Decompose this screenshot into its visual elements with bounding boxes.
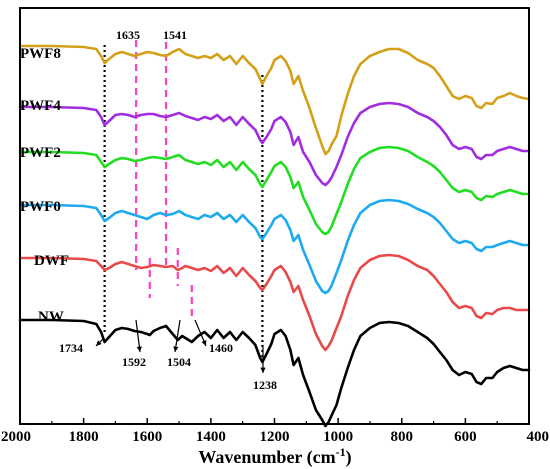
x-tick-label-1000: 1000 [323, 429, 353, 445]
annotation-1238-arrow-head [260, 367, 266, 373]
annotation-1504: 1504 [167, 355, 191, 369]
annotation-1541: 1541 [163, 28, 187, 42]
annotation-1504-arrow-head [173, 346, 179, 352]
annotation-1734: 1734 [59, 341, 83, 355]
series-label-pwf0: PWF0 [20, 199, 61, 215]
x-axis-label-close: ) [346, 447, 352, 468]
series-line-nw [18, 318, 531, 428]
x-axis-label-superscript: -1 [336, 445, 346, 459]
annotation-labels: 1734 1238 1635 1541 1592 1504 1460 [59, 28, 277, 392]
annotation-1592: 1592 [122, 355, 146, 369]
series-line-pwf4 [18, 101, 531, 187]
annotation-1460-arrow-head [201, 340, 207, 346]
x-tick-label-1600: 1600 [132, 429, 162, 445]
peak-markers [103, 40, 264, 362]
annotation-1734-arrow-head [96, 340, 102, 346]
x-axis-label: Wavenumber (cm-1) [198, 445, 351, 468]
series-label-pwf4: PWF4 [20, 98, 61, 114]
series-label-dwf: DWF [34, 253, 69, 269]
x-tick-label-1800: 1800 [69, 429, 99, 445]
annotation-1635: 1635 [116, 28, 140, 42]
x-axis-ticks: 2000 1800 1600 1400 1200 1000 800 600 400 [1, 418, 549, 445]
annotation-1592-arrow-head [136, 346, 142, 352]
x-axis-label-main: Wavenumber (cm [198, 447, 335, 468]
annotation-1238: 1238 [253, 378, 277, 392]
x-tick-label-800: 800 [391, 429, 414, 445]
x-tick-label-400: 400 [527, 429, 550, 445]
plot-frame [19, 7, 530, 425]
x-tick-label-1400: 1400 [196, 429, 226, 445]
series-label-nw: NW [38, 309, 64, 325]
annotation-1460: 1460 [209, 341, 233, 355]
x-tick-label-1200: 1200 [260, 429, 290, 445]
series-labels: PWF8 PWF4 PWF2 PWF0 DWF NW [20, 46, 69, 325]
series-label-pwf8: PWF8 [20, 46, 61, 62]
series-label-pwf2: PWF2 [20, 145, 61, 161]
series-line-pwf8 [18, 44, 531, 156]
x-tick-label-600: 600 [454, 429, 477, 445]
series-line-pwf0 [18, 198, 531, 295]
series-line-dwf [18, 253, 531, 352]
series-line-pwf2 [18, 145, 531, 236]
x-tick-label-2000: 2000 [1, 429, 31, 445]
series-lines [18, 44, 531, 428]
